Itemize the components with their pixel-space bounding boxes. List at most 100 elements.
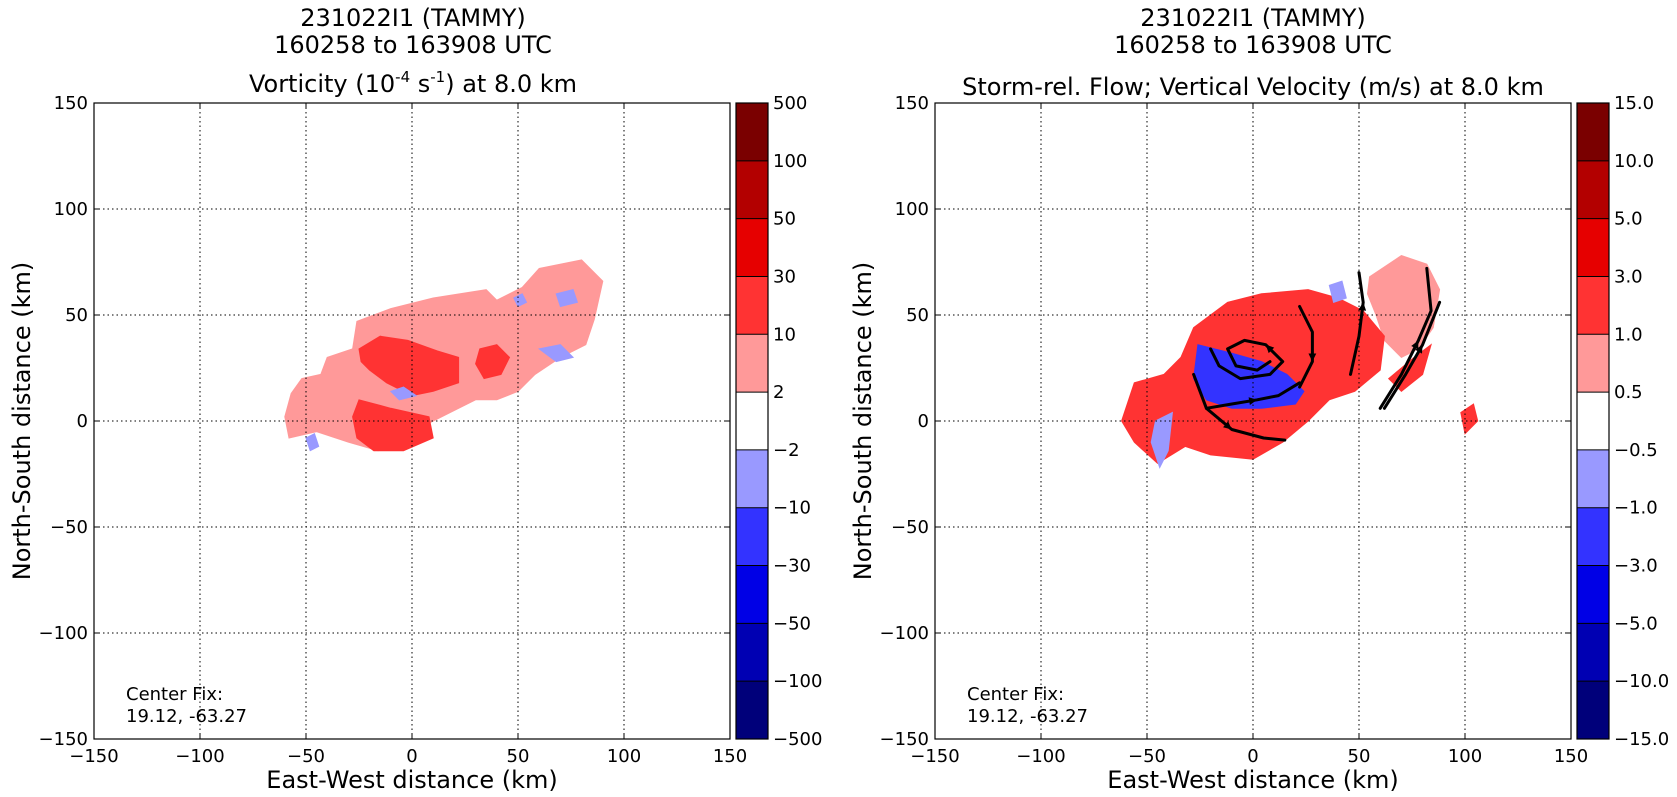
colorbar-tick-label: −500 xyxy=(773,729,822,750)
data-region-3 xyxy=(1460,403,1479,435)
panel2-center-fix-label: Center Fix: xyxy=(967,684,1064,705)
streamline-arrow xyxy=(1308,353,1317,362)
panel1-center-fix-label: Center Fix: xyxy=(126,684,223,705)
x-tick-label: −150 xyxy=(910,746,959,767)
colorbar-tick-label: 2 xyxy=(773,382,784,403)
data-region-6 xyxy=(305,432,320,452)
x-tick-label: −50 xyxy=(287,746,325,767)
streamline-arrow xyxy=(1358,302,1367,311)
data-region-2 xyxy=(352,399,434,452)
x-axis-label: East-West distance (km) xyxy=(266,766,557,794)
streamline xyxy=(1192,372,1287,442)
streamline-arrow xyxy=(1411,340,1419,350)
x-axis-label: East-West distance (km) xyxy=(1107,766,1398,794)
panel1-title-line3: Vorticity (10-4 s-1) at 8.0 km xyxy=(249,68,577,98)
panel2-colorbar: 15.0 10.0 5.0 3.0 1.0 0.5 −0.5 −1.0 −3.0 −5.0 −10.… xyxy=(1576,93,1669,750)
colorbar-segment xyxy=(736,392,768,451)
x-tick-label: −50 xyxy=(1128,746,1166,767)
data-region-1 xyxy=(358,335,460,397)
colorbar-segment xyxy=(1577,565,1609,624)
colorbar-segment xyxy=(1577,334,1609,393)
x-tick-label: −100 xyxy=(175,746,224,767)
x-tick-label: 150 xyxy=(713,746,747,767)
panel-vorticity: 231022I1 (TAMMY) 160258 to 163908 UTC Vo… xyxy=(8,4,822,794)
colorbar-segment xyxy=(736,160,768,220)
panel-vertical-velocity: 231022I1 (TAMMY) 160258 to 163908 UTC St… xyxy=(849,4,1669,794)
panel2-center-fix-value: 19.12, -63.27 xyxy=(967,706,1088,727)
x-tick-label: 0 xyxy=(1247,746,1258,767)
x-tick-label: 50 xyxy=(1348,746,1371,767)
data-region-6 xyxy=(1328,280,1347,303)
panel2-title-line3: Storm-rel. Flow; Vertical Velocity (m/s)… xyxy=(962,73,1544,101)
y-tick-label: 50 xyxy=(906,305,929,326)
y-tick-label: 150 xyxy=(895,93,929,114)
streamline-arrow xyxy=(1223,421,1232,430)
colorbar-segment xyxy=(1577,103,1609,162)
colorbar-frame xyxy=(735,102,769,740)
colorbar-tick-label: −15.0 xyxy=(1614,729,1669,750)
colorbar-segment xyxy=(1577,681,1609,740)
colorbar-segment xyxy=(736,334,768,393)
data-region-4 xyxy=(513,293,528,308)
y-axis-label: North-South distance (km) xyxy=(849,262,877,581)
colorbar-segment xyxy=(736,276,768,335)
colorbar-frame xyxy=(1576,102,1610,740)
colorbar-segment xyxy=(1577,392,1609,451)
colorbar-tick-label: −50 xyxy=(773,613,811,634)
colorbar-segment xyxy=(736,449,768,509)
panel1-title-line1: 231022I1 (TAMMY) xyxy=(300,4,526,32)
colorbar-segment xyxy=(736,103,768,162)
x-tick-label: −150 xyxy=(69,746,118,767)
colorbar-tick-label: −0.5 xyxy=(1614,440,1658,461)
colorbar-tick-label: −1.0 xyxy=(1614,498,1658,519)
colorbar-segment xyxy=(736,218,768,277)
y-tick-label: −50 xyxy=(50,517,88,538)
colorbar-tick-label: 50 xyxy=(773,209,796,230)
x-tick-label: 100 xyxy=(1448,746,1482,767)
colorbar-segment xyxy=(1577,218,1609,277)
panel1-center-fix-value: 19.12, -63.27 xyxy=(126,706,247,727)
y-tick-label: 0 xyxy=(918,411,929,432)
data-region-3 xyxy=(475,344,511,380)
x-tick-label: −100 xyxy=(1016,746,1065,767)
data-region-5 xyxy=(538,344,575,363)
panel1-title-line2: 160258 to 163908 UTC xyxy=(274,31,552,59)
streamline xyxy=(1209,338,1285,381)
panel2-title-line1: 231022I1 (TAMMY) xyxy=(1140,4,1366,32)
y-tick-label: 50 xyxy=(65,305,88,326)
streamline xyxy=(1378,266,1433,410)
colorbar-segment xyxy=(1577,623,1609,682)
colorbar-tick-label: 10.0 xyxy=(1614,151,1654,172)
colorbar-tick-label: 15.0 xyxy=(1614,93,1654,114)
colorbar-segment xyxy=(1577,160,1609,220)
y-tick-label: −100 xyxy=(39,623,88,644)
colorbar-tick-label: −2 xyxy=(773,440,800,461)
x-tick-label: 100 xyxy=(607,746,641,767)
colorbar-tick-label: −100 xyxy=(773,671,822,692)
data-region-5 xyxy=(1150,411,1173,469)
colorbar-segment xyxy=(736,681,768,740)
data-region-8 xyxy=(555,289,579,308)
panel1-plot-area: −150 −100 −50 0 50 100 150 −150 −100 −50 0 50 100 150… xyxy=(8,93,747,794)
colorbar-tick-label: 100 xyxy=(773,151,807,172)
streamline-arrow xyxy=(1415,344,1423,354)
colorbar-tick-label: 5.0 xyxy=(1614,209,1643,230)
y-tick-label: 100 xyxy=(895,199,929,220)
colorbar-tick-label: −5.0 xyxy=(1614,613,1658,634)
colorbar-tick-label: 500 xyxy=(773,93,807,114)
colorbar-segment xyxy=(736,623,768,682)
colorbar-segment xyxy=(736,565,768,624)
colorbar-tick-label: −3.0 xyxy=(1614,556,1658,577)
streamline-arrow xyxy=(1248,397,1258,405)
colorbar-tick-label: 30 xyxy=(773,266,796,287)
colorbar-tick-label: −10.0 xyxy=(1614,671,1669,692)
colorbar-segment xyxy=(736,507,768,567)
y-tick-label: −100 xyxy=(880,623,929,644)
streamline xyxy=(1298,305,1314,389)
y-tick-label: 100 xyxy=(54,199,88,220)
colorbar-segment xyxy=(1577,507,1609,567)
panel1-colorbar: 500 100 50 30 10 2 −2 −10 −30 −50 −100 −500 xyxy=(735,93,822,750)
y-tick-label: 150 xyxy=(54,93,88,114)
y-tick-label: −150 xyxy=(39,729,88,750)
colorbar-tick-label: −30 xyxy=(773,556,811,577)
